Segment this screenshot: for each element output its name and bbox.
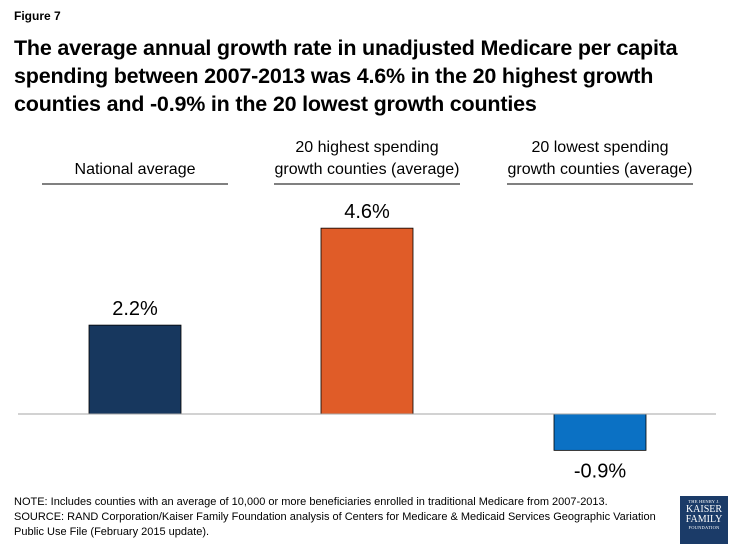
source-text-line-1: SOURCE: RAND Corporation/Kaiser Family F… bbox=[14, 511, 656, 523]
logo-line-2: KAISER bbox=[685, 504, 723, 515]
category-label-1-line-1: National average bbox=[75, 161, 196, 178]
logo-line-1: THE HENRY J. bbox=[688, 499, 720, 504]
category-label-2-line-1: 20 highest spending bbox=[295, 139, 438, 156]
logo-line-3: FAMILY bbox=[685, 514, 723, 525]
category-label-3-line-2: growth counties (average) bbox=[508, 161, 693, 178]
value-label-1: 2.2% bbox=[112, 298, 158, 320]
kff-logo: THE HENRY J. KAISER FAMILY FOUNDATION bbox=[680, 496, 728, 544]
logo-line-4: FOUNDATION bbox=[688, 525, 720, 530]
footnote: NOTE: Includes counties with an average … bbox=[14, 495, 674, 540]
category-label-3-line-1: 20 lowest spending bbox=[532, 139, 669, 156]
category-label-2-line-2: growth counties (average) bbox=[275, 161, 460, 178]
chart-title: The average annual growth rate in unadju… bbox=[14, 36, 678, 116]
value-label-2: 4.6% bbox=[344, 201, 390, 223]
bar-2 bbox=[320, 227, 414, 415]
bar-1 bbox=[88, 324, 182, 415]
bar-3 bbox=[553, 413, 647, 451]
note-text: NOTE: Includes counties with an average … bbox=[14, 496, 608, 508]
figure-label: Figure 7 bbox=[14, 9, 61, 23]
value-label-3: -0.9% bbox=[574, 460, 626, 482]
source-text-line-2: Public Use File (February 2015 update). bbox=[14, 526, 210, 538]
